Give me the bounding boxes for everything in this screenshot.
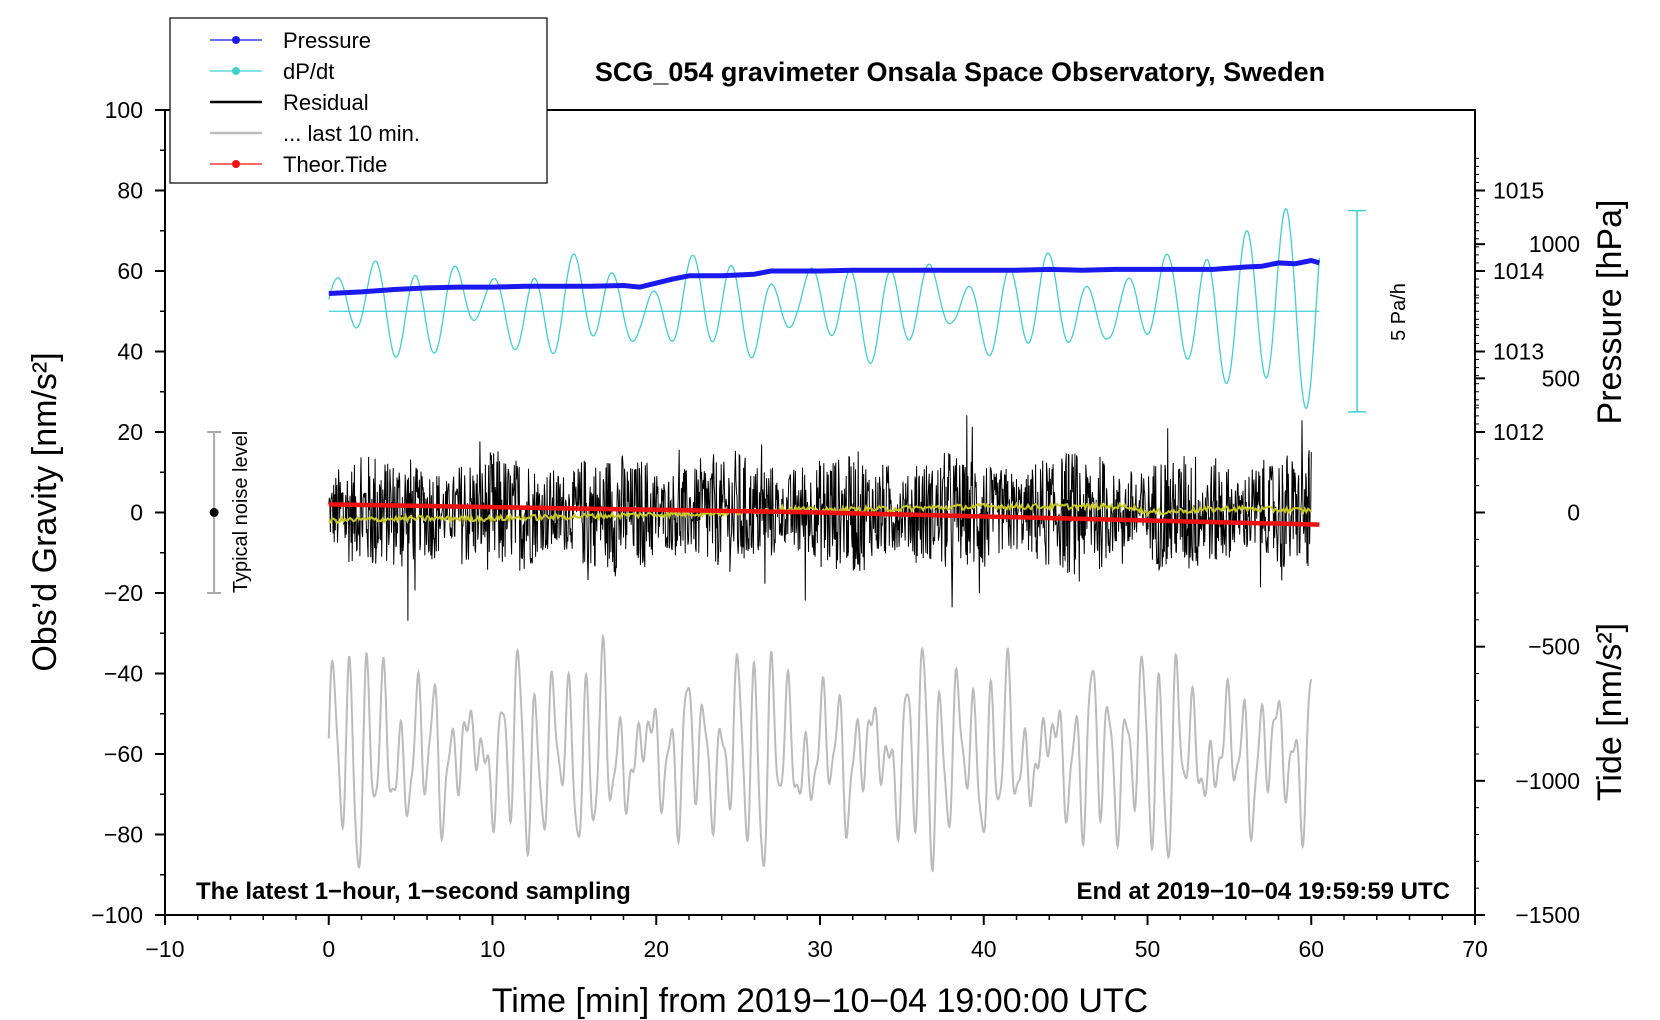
legend-marker — [232, 67, 240, 75]
x-tick-label: 30 — [807, 936, 833, 962]
legend-marker — [232, 36, 240, 44]
noise-indicator-dot — [209, 508, 219, 517]
series-layer — [207, 208, 1367, 873]
y-tick-label: −80 — [104, 822, 143, 848]
y-tick-label: −100 — [91, 902, 143, 928]
x-tick-label: 10 — [480, 936, 506, 962]
x-tick-label: 60 — [1298, 936, 1324, 962]
y-axis-title-tide: Tide [nm/s²] — [1591, 623, 1629, 801]
x-tick-label: −10 — [145, 936, 184, 962]
annotation-end-time: End at 2019−10−04 19:59:59 UTC — [1076, 878, 1450, 905]
y-tick-label: 100 — [105, 97, 143, 123]
y-tick-label: 0 — [130, 500, 143, 526]
right-axis: 1015 1014 1013 1012 1000 500 0 −500 −1000 −1500 — [1475, 157, 1580, 928]
pressure-tick-label: 1015 — [1493, 178, 1544, 204]
tide-tick-label: −1500 — [1515, 902, 1580, 928]
legend-label: Residual — [283, 90, 369, 115]
legend-label: ... last 10 min. — [283, 121, 420, 146]
dpdt-scale-label: 5 Pa/h — [1388, 283, 1410, 341]
x-tick-label: 70 — [1462, 936, 1488, 962]
y-tick-label: −40 — [104, 661, 143, 687]
left-axis: −100 −80 −60 −40 −20 0 20 40 60 80 100 — [91, 97, 165, 928]
pressure-tick-label: 1012 — [1493, 419, 1544, 445]
series-last-10-min — [327, 633, 1313, 873]
y-axis-title-pressure: Pressure [hPa] — [1591, 200, 1629, 425]
y-tick-label: 40 — [117, 339, 143, 365]
series-dpdt — [328, 208, 1321, 410]
tide-tick-label: 1000 — [1529, 231, 1580, 257]
y-tick-label: −20 — [104, 580, 143, 606]
pressure-tick-label: 1014 — [1493, 258, 1544, 284]
pressure-tick-label: 1013 — [1493, 339, 1544, 365]
y-axis-title-left: Obs’d Gravity [nm/s²] — [26, 352, 64, 671]
x-tick-label: 50 — [1135, 936, 1161, 962]
x-axis-title: Time [min] from 2019−10−04 19:00:00 UTC — [492, 982, 1148, 1020]
noise-indicator-label: Typical noise level — [230, 431, 252, 593]
bottom-axis: −10 0 10 20 30 40 50 60 70 — [145, 915, 1488, 962]
legend-label: Pressure — [283, 28, 371, 53]
y-tick-label: 60 — [117, 258, 143, 284]
x-tick-label: 20 — [643, 936, 669, 962]
tide-tick-label: −500 — [1528, 634, 1580, 660]
x-tick-label: 0 — [322, 936, 335, 962]
series-theor-tide — [328, 502, 1320, 527]
tide-tick-label: −1000 — [1515, 768, 1580, 794]
y-tick-label: −60 — [104, 741, 143, 767]
x-tick-label: 40 — [971, 936, 997, 962]
legend: Pressure dP/dt Residual ... last 10 min. The… — [169, 17, 548, 184]
y-tick-label: 20 — [117, 419, 143, 445]
chart-title: SCG_054 gravimeter Onsala Space Observat… — [595, 57, 1325, 87]
tide-tick-label: 500 — [1542, 365, 1580, 391]
legend-label: Theor.Tide — [283, 152, 387, 177]
legend-label: dP/dt — [283, 59, 334, 84]
annotation-sampling: The latest 1−hour, 1−second sampling — [196, 878, 631, 905]
legend-marker — [232, 160, 240, 168]
y-tick-label: 80 — [117, 178, 143, 204]
tide-tick-label: 0 — [1567, 500, 1580, 526]
series-pressure — [328, 258, 1321, 296]
legend-box — [169, 17, 548, 184]
